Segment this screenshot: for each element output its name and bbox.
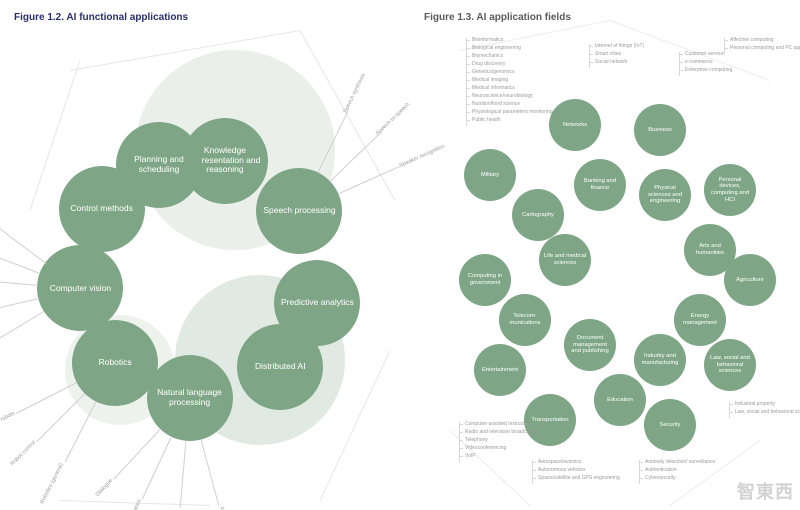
- field-node: Computing in government: [459, 254, 511, 306]
- sublist-item: Customer service: [685, 50, 732, 58]
- sublist-item: Enterprise computing: [685, 66, 732, 74]
- field-node: Agriculture: [724, 254, 776, 306]
- sublist-item: Telephony: [465, 436, 540, 444]
- leaf-line: [0, 311, 44, 347]
- leaf-label: Natural language processing (general): [218, 506, 248, 510]
- field-node: Physical sciences and engineering: [639, 169, 691, 221]
- sublist-item: Anomaly detection/ surveillance: [645, 458, 715, 466]
- leaf-line: [64, 401, 96, 462]
- sublist-item: Bioinformatics: [472, 36, 553, 44]
- leaf-label: Robot control: [9, 440, 36, 467]
- leaf-line: [0, 222, 46, 264]
- sublist-item: Radio and television broadcasting: [465, 428, 540, 436]
- field-node: Military: [464, 149, 516, 201]
- sublist-item: Affective computing: [730, 36, 800, 44]
- field-sublist: Internet of things (IoT)Smart citiesSoci…: [595, 42, 644, 66]
- field-node: Energy management: [674, 294, 726, 346]
- sublist-item: Industrial property: [735, 400, 800, 408]
- sublist-guide: [679, 52, 680, 76]
- field-node: Networks: [549, 99, 601, 151]
- field-node: Business: [634, 104, 686, 156]
- field-node: Law, social and behavioral sciences: [704, 339, 756, 391]
- field-sublist: Computer-assisted instructionRadio and t…: [465, 420, 540, 460]
- sublist-item: Neuroscience/neurobiology: [472, 92, 553, 100]
- field-node: Telecom-munications: [499, 294, 551, 346]
- leaf-line: [0, 249, 40, 274]
- leaf-line: [339, 166, 402, 195]
- sublist-item: Genetics/genomics: [472, 68, 553, 76]
- figure-1-2-title: Figure 1.2. AI functional applications: [14, 12, 188, 23]
- sublist-item: Biological engineering: [472, 44, 553, 52]
- sublist-item: Cybersecurity: [645, 474, 715, 482]
- sublist-guide: [589, 44, 590, 68]
- sublist-item: Aerospace/avionics: [538, 458, 620, 466]
- functional-node: Distributed AI: [237, 324, 323, 410]
- field-node: Life and medical sciences: [539, 234, 591, 286]
- field-sublist: Customer servicee-commerceEnterprise com…: [685, 50, 732, 74]
- field-sublist: Anomaly detection/ surveillanceAuthentic…: [645, 458, 715, 482]
- sublist-item: Social network: [595, 58, 644, 66]
- sublist-item: Drug discovery: [472, 60, 553, 68]
- field-node: Entertainment: [474, 344, 526, 396]
- page: Figure 1.2. AI functional applications K…: [0, 0, 800, 510]
- leaf-line: [142, 437, 172, 499]
- figure-1-3-panel: Figure 1.3. AI application fields 智東西 Ne…: [410, 0, 800, 510]
- field-node: Personal devices, computing and HCI: [704, 164, 756, 216]
- leaf-line: [200, 439, 219, 505]
- functional-node: Planning and scheduling: [116, 122, 202, 208]
- leaf-label: Machine translation: [117, 499, 143, 510]
- sublist-item: Personal computing and PC applications: [730, 44, 800, 52]
- functional-node: Natural language processing: [147, 355, 233, 441]
- sublist-item: Internet of things (IoT): [595, 42, 644, 50]
- leaf-line: [0, 279, 38, 286]
- leaf-line: [179, 441, 186, 509]
- sublist-item: Medical imaging: [472, 76, 553, 84]
- sublist-guide: [532, 460, 533, 484]
- sublist-guide: [639, 460, 640, 484]
- sublist-item: Computer-assisted instruction: [465, 420, 540, 428]
- sublist-item: Authentication: [645, 466, 715, 474]
- leaf-line: [0, 298, 39, 314]
- figure-1-3-title: Figure 1.3. AI application fields: [424, 12, 571, 23]
- watermark: 智東西: [737, 478, 794, 504]
- field-node: Education: [594, 374, 646, 426]
- field-node: Security: [644, 399, 696, 451]
- figure-1-2-panel: Figure 1.2. AI functional applications K…: [0, 0, 410, 510]
- sublist-item: Public health: [472, 116, 553, 124]
- sublist-item: Physiological parameters monitoring: [472, 108, 553, 116]
- sublist-item: Medical informatics: [472, 84, 553, 92]
- leaf-label: Speech synthesis: [343, 73, 367, 114]
- sublist-item: Biomechanics: [472, 52, 553, 60]
- field-sublist: Aerospace/avionicsAutonomous vehiclesSpa…: [538, 458, 620, 482]
- leaf-label: Speech-to-speech: [375, 101, 411, 136]
- leaf-label: Robotics (general): [39, 462, 65, 505]
- field-sublist: Industrial propertyLaw, social and behav…: [735, 400, 800, 416]
- field-sublist: BioinformaticsBiological engineeringBiom…: [472, 36, 553, 124]
- field-node: Document management and publishing: [564, 319, 616, 371]
- sublist-item: Smart cities: [595, 50, 644, 58]
- sublist-item: e-commerce: [685, 58, 732, 66]
- leaf-label: Legged robots: [0, 411, 16, 432]
- field-sublist: Affective computingPersonal computing an…: [730, 36, 800, 52]
- sublist-item: Law, social and behavioral sciences: [735, 408, 800, 416]
- field-node: Industry and manufacturing: [634, 334, 686, 386]
- sublist-item: Autonomous vehicles: [538, 466, 620, 474]
- sublist-item: VoIP: [465, 452, 540, 460]
- sublist-item: Videoconferencing: [465, 444, 540, 452]
- sublist-item: Space/satellite and GPS engineering: [538, 474, 620, 482]
- sublist-item: Nutrition/food science: [472, 100, 553, 108]
- field-node: Banking and finance: [574, 159, 626, 211]
- leaf-label: Dialogue: [95, 478, 114, 498]
- field-node: Cartography: [512, 189, 564, 241]
